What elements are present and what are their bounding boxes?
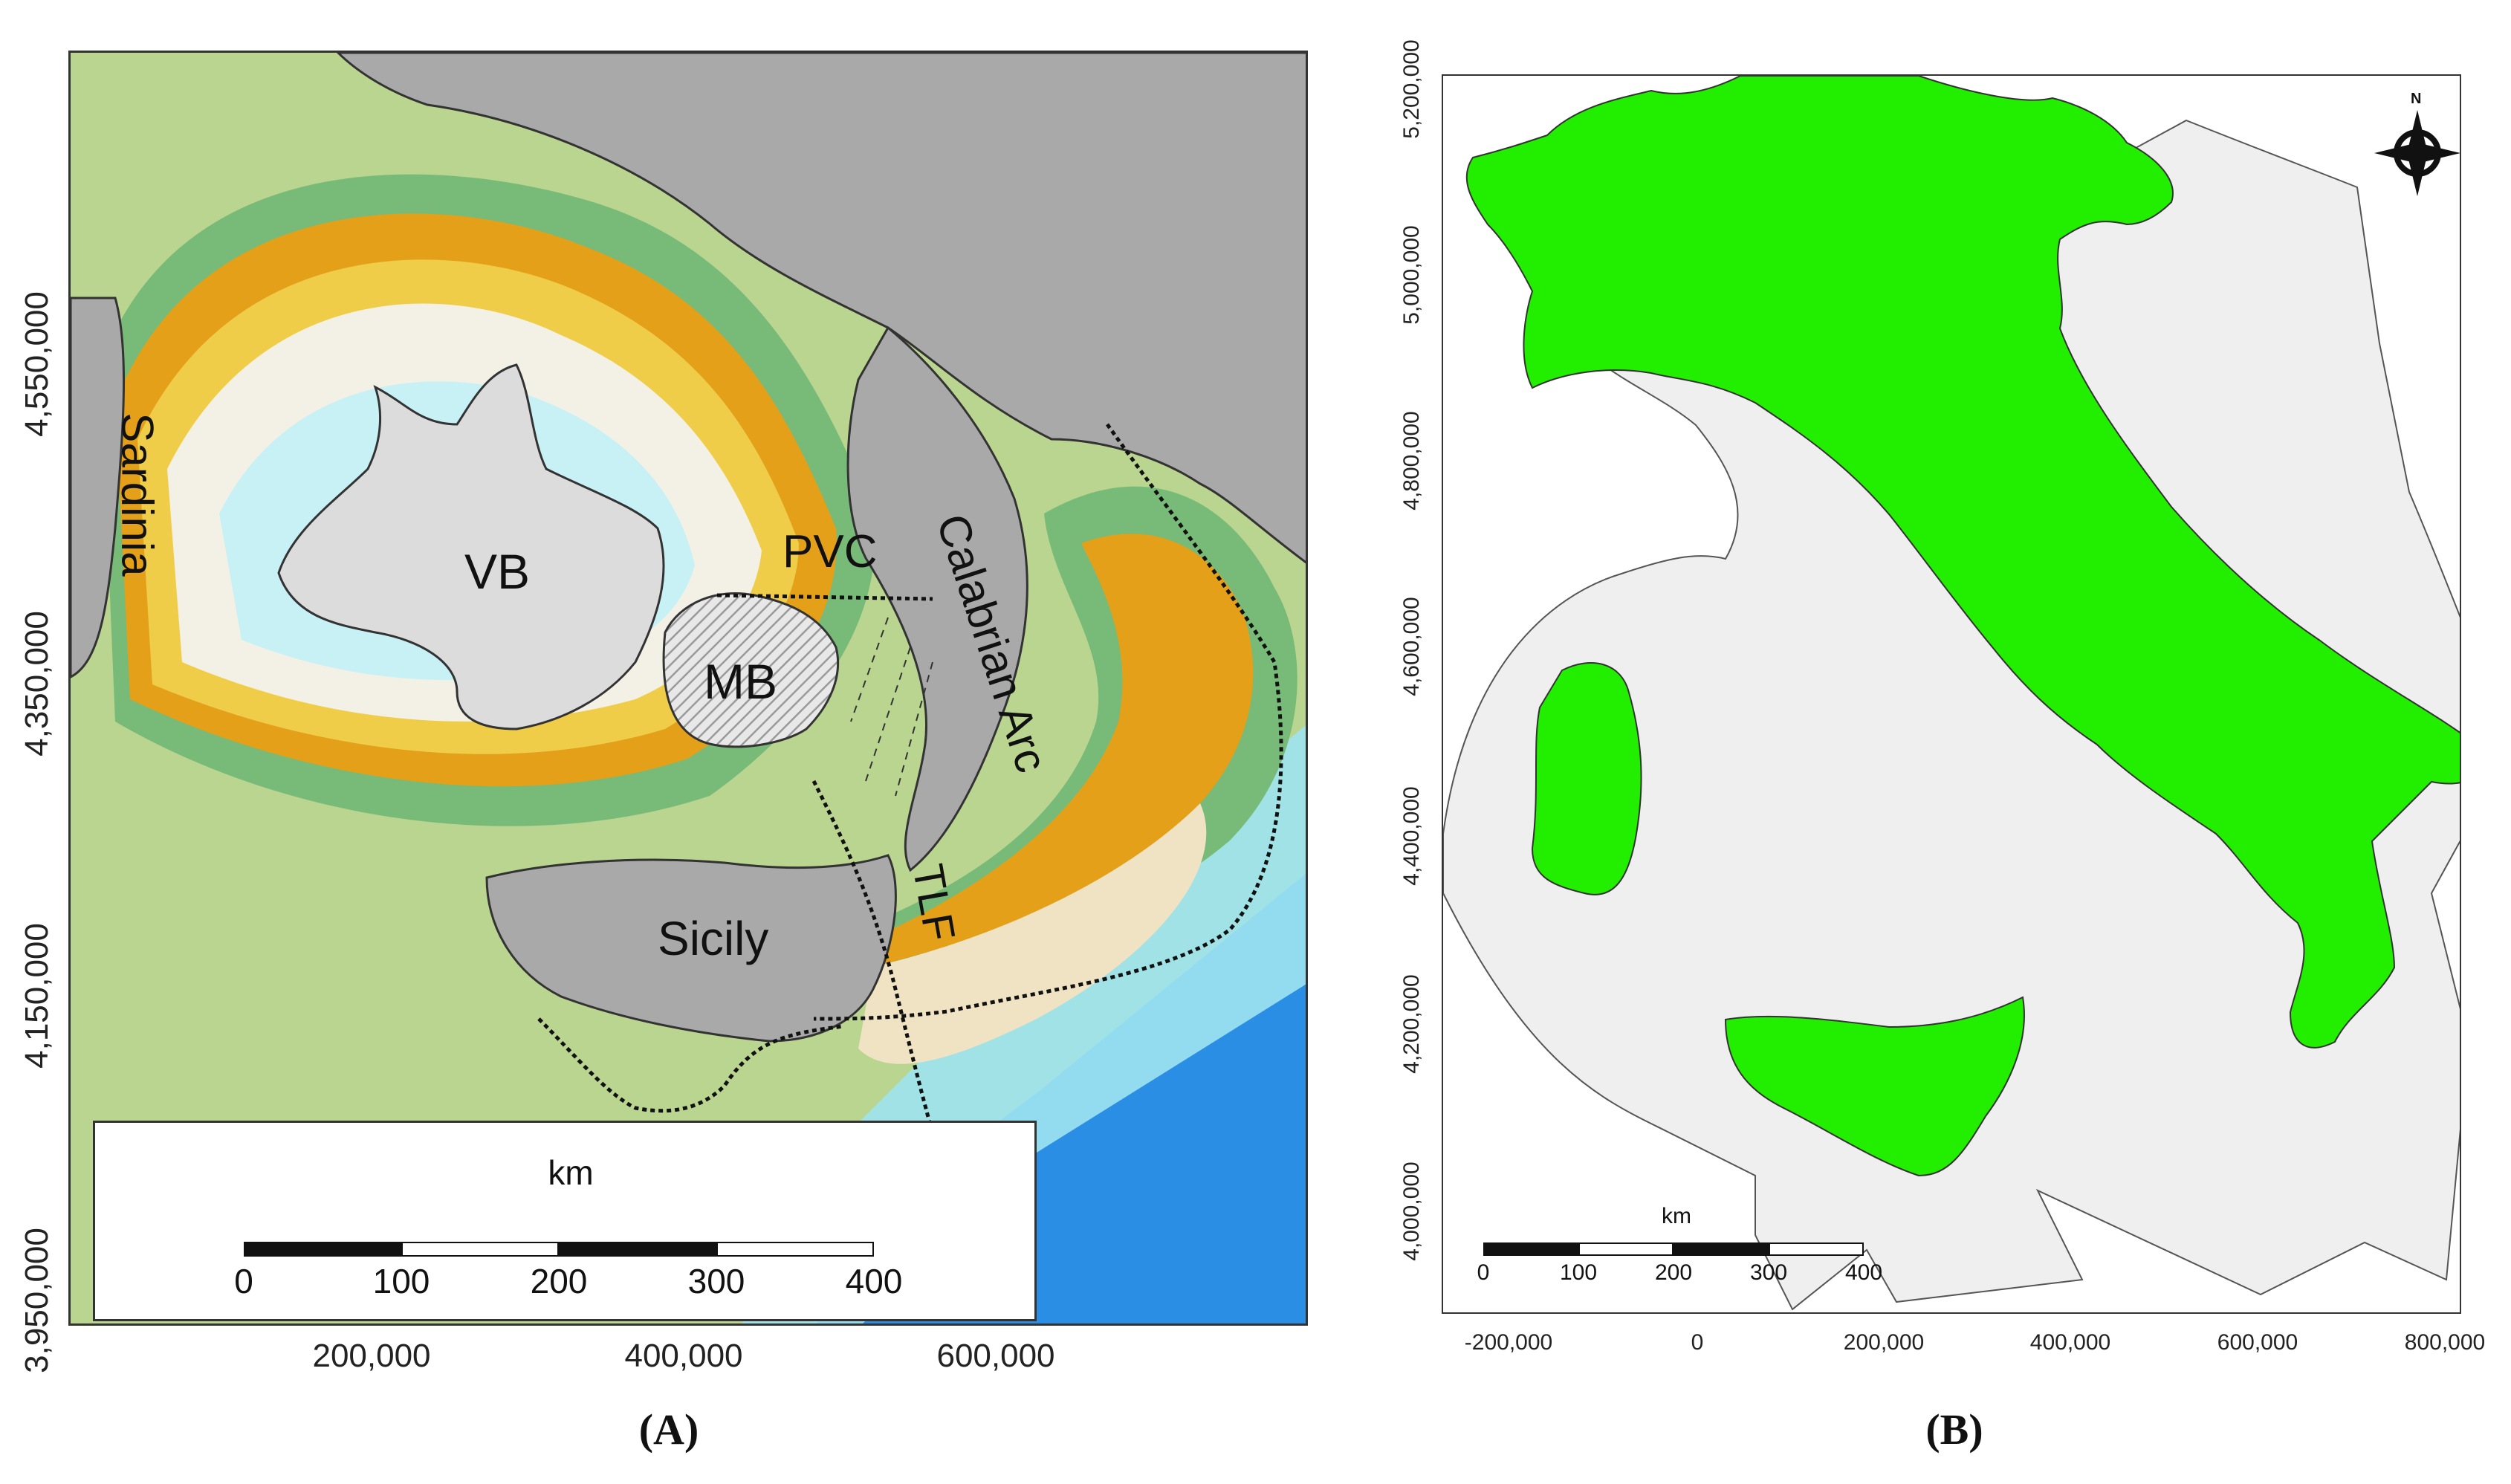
scale-seg-4 (716, 1242, 874, 1257)
sicily-channel-line (537, 1017, 844, 1113)
sardinia (71, 297, 126, 678)
north-label: N (2411, 91, 2422, 107)
calabrian-trench-line (813, 423, 1283, 1021)
xtick-a-2: 600,000 (936, 1338, 1055, 1374)
ytick-a-0: 4,550,000 (19, 291, 55, 437)
scale-seg-3 (559, 1242, 716, 1257)
scale-tick-a-0: 0 (234, 1262, 253, 1300)
label-mb: MB (704, 654, 777, 709)
ytick-a-1: 4,350,000 (19, 611, 55, 756)
ytick-b-5: 4,200,000 (1399, 974, 1424, 1074)
sicily-land (1724, 996, 2025, 1177)
scale-tick-b-2: 200 (1654, 1260, 1693, 1285)
xtick-a-0: 200,000 (312, 1338, 431, 1374)
scale-units-b: km (1662, 1204, 1691, 1228)
sicily (485, 854, 897, 1043)
ytick-b-6: 4,000,000 (1399, 1161, 1424, 1261)
vb-basin (277, 363, 665, 730)
scale-tick-b-0: 0 (1477, 1260, 1490, 1285)
calabria-fault-lines (850, 617, 933, 797)
xtick-b-4: 600,000 (2217, 1330, 2298, 1355)
xtick-b-3: 400,000 (2029, 1330, 2111, 1355)
italy-land (1465, 76, 2460, 1049)
ytick-a-3: 3,950,000 (19, 1228, 55, 1373)
caption-a: (A) (638, 1405, 699, 1454)
ytick-b-1: 5,000,000 (1399, 225, 1424, 325)
scale-tick-a-3: 300 (687, 1262, 745, 1300)
scale-bar-a: km 0 100 200 300 400 (93, 1121, 1037, 1321)
caption-b: (B) (1925, 1405, 1983, 1454)
xtick-b-0: -200,000 (1464, 1330, 1553, 1355)
north-arrow-icon (2374, 110, 2460, 196)
scale-tick-a-1: 100 (372, 1262, 430, 1300)
xtick-a-1: 400,000 (624, 1338, 743, 1374)
mb-basin (662, 592, 840, 748)
scale-b-seg-4 (1769, 1242, 1864, 1256)
scale-b-seg-2 (1578, 1242, 1674, 1256)
ionian-slope-orange (858, 534, 1254, 967)
scale-b-seg-3 (1674, 1242, 1769, 1256)
ytick-b-3: 4,600,000 (1399, 597, 1424, 696)
xtick-b-2: 200,000 (1843, 1330, 1925, 1355)
scale-b-seg-1 (1483, 1242, 1578, 1256)
label-sicily: Sicily (658, 912, 769, 965)
label-vb: VB (464, 544, 531, 599)
ytick-b-2: 4,800,000 (1399, 411, 1424, 511)
scale-units-a: km (548, 1153, 594, 1192)
map-panel-b: N (1442, 74, 2461, 1314)
scale-tick-b-4: 400 (1844, 1260, 1883, 1285)
pvc-line (716, 593, 933, 601)
tlf-line (811, 780, 942, 1161)
territorial-map-b (1443, 76, 2460, 1311)
xtick-b-1: 0 (1691, 1330, 1704, 1355)
sardinia-land (1531, 662, 1642, 895)
ytick-a-2: 4,150,000 (19, 923, 55, 1069)
scale-tick-a-4: 400 (845, 1262, 903, 1300)
scale-seg-2 (401, 1242, 559, 1257)
calabria (846, 325, 1028, 872)
ytick-b-0: 5,200,000 (1399, 39, 1424, 139)
scale-seg-1 (244, 1242, 401, 1257)
scale-tick-a-2: 200 (530, 1262, 588, 1300)
xtick-b-5: 800,000 (2404, 1330, 2486, 1355)
ytick-b-4: 4,400,000 (1399, 786, 1424, 886)
scale-tick-b-1: 100 (1559, 1260, 1598, 1285)
ionian-slope-cream (858, 803, 1207, 1064)
label-pvc: PVC (783, 526, 878, 577)
scale-tick-b-3: 300 (1749, 1260, 1788, 1285)
label-sardinia: Sardinia (112, 412, 163, 577)
